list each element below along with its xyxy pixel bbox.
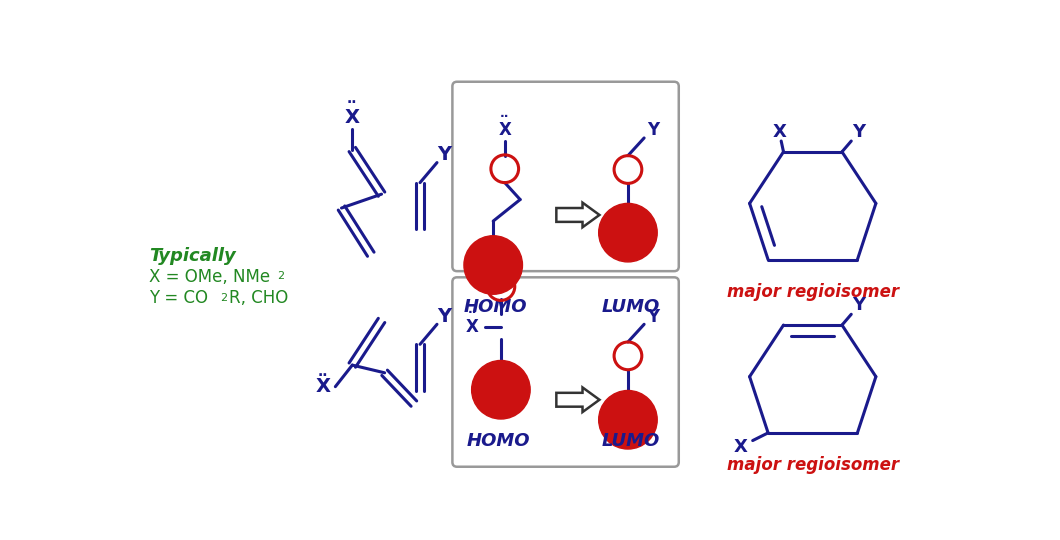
Text: LUMO: LUMO (601, 431, 659, 450)
FancyBboxPatch shape (453, 82, 678, 271)
Text: 2: 2 (219, 293, 227, 303)
Text: HOMO: HOMO (466, 431, 530, 450)
Text: X: X (734, 438, 747, 456)
Text: X: X (466, 318, 479, 335)
Text: Y = CO: Y = CO (149, 289, 208, 307)
Text: Y: Y (648, 308, 659, 326)
Text: Typically: Typically (149, 247, 235, 265)
Text: R, CHO: R, CHO (229, 289, 288, 307)
Circle shape (599, 204, 657, 262)
Text: ··: ·· (500, 110, 510, 123)
Text: Y: Y (438, 307, 452, 326)
Text: Y: Y (648, 122, 659, 139)
Circle shape (599, 390, 657, 449)
Text: Y: Y (438, 145, 452, 164)
Text: Y: Y (852, 123, 866, 141)
Text: ··: ·· (467, 306, 477, 319)
Text: HOMO: HOMO (464, 298, 527, 316)
Text: 2: 2 (278, 271, 285, 281)
FancyArrow shape (556, 202, 600, 227)
Text: major regioisomer: major regioisomer (727, 456, 899, 474)
Text: major regioisomer: major regioisomer (727, 283, 899, 301)
Circle shape (472, 361, 530, 419)
Text: Y: Y (852, 296, 866, 314)
Text: X: X (498, 122, 511, 139)
Text: X: X (344, 107, 359, 127)
FancyArrow shape (556, 387, 600, 412)
FancyBboxPatch shape (453, 278, 678, 467)
Circle shape (464, 236, 523, 294)
Text: X = OMe, NMe: X = OMe, NMe (149, 267, 270, 286)
Text: X: X (316, 377, 331, 396)
Text: ··: ·· (347, 96, 357, 110)
Text: ··: ·· (318, 369, 329, 383)
Text: X: X (773, 123, 787, 141)
Text: LUMO: LUMO (601, 298, 659, 316)
